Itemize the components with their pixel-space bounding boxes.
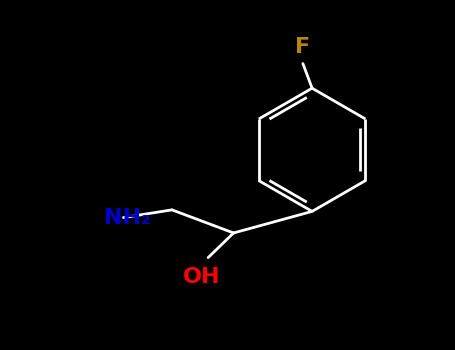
Text: F: F (295, 37, 310, 57)
Text: OH: OH (183, 267, 221, 287)
Text: NH₂: NH₂ (104, 208, 151, 228)
